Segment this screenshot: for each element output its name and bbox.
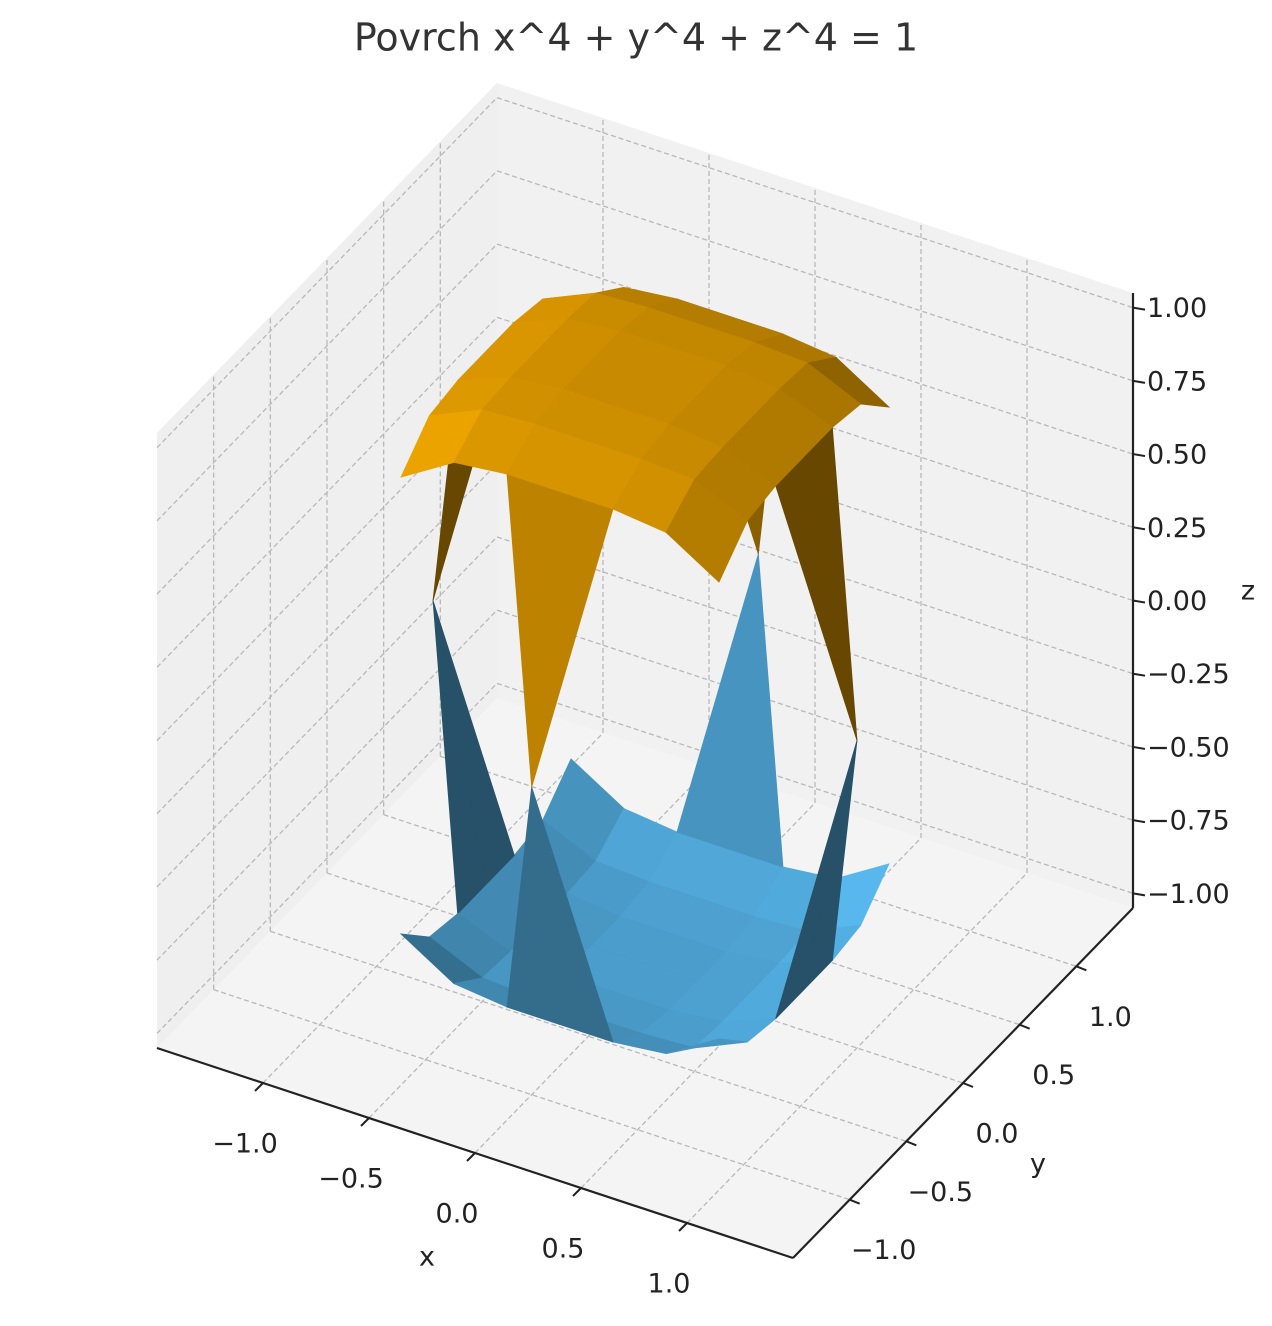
grid-line: [156, 609, 498, 961]
grid-line: [156, 97, 498, 449]
axis-line: [156, 1046, 794, 1260]
grid-line: [156, 463, 498, 815]
z-tick-label: 1.00: [1147, 293, 1207, 324]
z-tick-label: −0.50: [1147, 732, 1230, 763]
y-tick: [1075, 965, 1087, 972]
z-tick: [1132, 526, 1146, 531]
y-tick-label: 0.5: [1032, 1060, 1075, 1091]
z-tick-label: −0.25: [1147, 659, 1230, 690]
surface-face: [665, 1038, 748, 1055]
axis-line: [792, 907, 1134, 1259]
grid-line: [156, 682, 498, 1034]
x-tick-label: 1.0: [648, 1269, 691, 1300]
y-tick-label: −1.0: [851, 1235, 917, 1266]
grid-line: [686, 872, 1028, 1224]
y-tick: [962, 1082, 974, 1088]
x-tick-label: −0.5: [318, 1164, 384, 1195]
z-tick: [1132, 599, 1146, 604]
grid-line: [156, 316, 498, 668]
z-tick: [1132, 745, 1146, 750]
y-tick: [905, 1140, 917, 1147]
x-tick: [360, 1117, 370, 1127]
x-tick-label: −1.0: [212, 1129, 278, 1160]
x-tick-label: 0.5: [542, 1234, 585, 1265]
z-tick-label: −0.75: [1147, 806, 1230, 837]
surface-face: [665, 479, 748, 583]
y-tick: [1019, 1023, 1031, 1030]
surface-face: [775, 740, 858, 1019]
z-tick: [1132, 379, 1146, 384]
y-tick-label: 1.0: [1089, 1002, 1132, 1033]
z-tick-label: 0.00: [1147, 586, 1207, 617]
x-tick: [466, 1152, 476, 1162]
grid-line: [262, 732, 604, 1084]
surface-face: [432, 600, 487, 915]
z-tick: [1132, 453, 1146, 458]
y-tick-label: −0.5: [908, 1177, 974, 1208]
z-tick: [1132, 672, 1146, 677]
z-tick-label: 0.25: [1147, 513, 1207, 544]
z-tick: [1132, 892, 1146, 897]
y-tick: [849, 1198, 861, 1205]
surface-face: [729, 553, 784, 868]
grid-line: [156, 170, 498, 522]
x-tick: [572, 1187, 582, 1197]
z-tick-label: −1.00: [1147, 879, 1230, 910]
y-tick-label: 0.0: [976, 1119, 1019, 1150]
surface-face: [531, 787, 614, 1043]
z-tick: [1132, 819, 1146, 824]
z-tick-label: 0.75: [1147, 366, 1207, 397]
x-tick: [678, 1222, 688, 1232]
x-axis-label: x: [419, 1242, 435, 1273]
z-tick-label: 0.50: [1147, 440, 1207, 471]
grid-line: [156, 243, 498, 595]
z-axis-label: z: [1241, 576, 1255, 607]
chart-title: Povrch x^4 + y^4 + z^4 = 1: [354, 16, 918, 60]
x-tick: [254, 1082, 264, 1092]
z-tick: [1132, 306, 1146, 311]
y-axis-label: y: [1030, 1149, 1046, 1180]
grid-line: [156, 390, 498, 741]
grid-line: [156, 536, 498, 888]
x-tick-label: 0.0: [436, 1199, 479, 1230]
